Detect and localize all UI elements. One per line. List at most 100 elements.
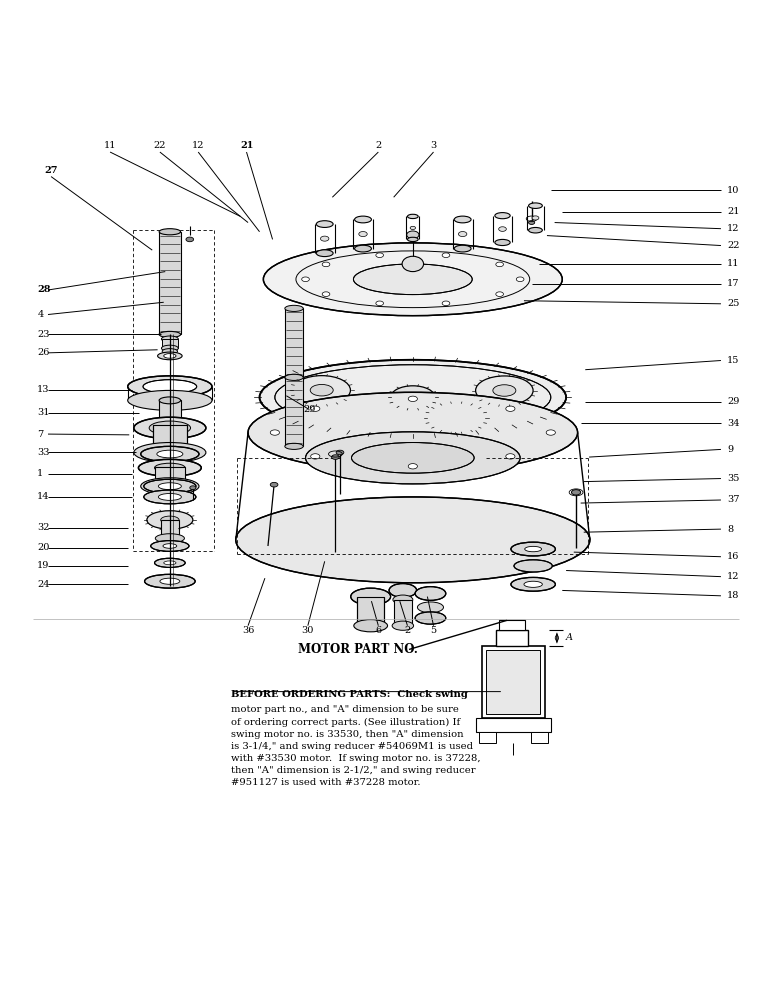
Ellipse shape — [285, 374, 303, 380]
Ellipse shape — [332, 455, 339, 459]
Ellipse shape — [293, 376, 350, 405]
Text: 25: 25 — [727, 299, 740, 308]
Ellipse shape — [546, 430, 555, 435]
Ellipse shape — [499, 227, 506, 231]
Ellipse shape — [302, 277, 310, 282]
Text: 32: 32 — [37, 523, 49, 532]
Ellipse shape — [408, 396, 418, 402]
Text: 16: 16 — [727, 552, 740, 561]
Ellipse shape — [159, 397, 181, 404]
Ellipse shape — [285, 374, 303, 380]
Ellipse shape — [511, 542, 555, 556]
Text: 18: 18 — [727, 591, 740, 600]
Ellipse shape — [506, 406, 515, 411]
Ellipse shape — [141, 478, 199, 495]
Ellipse shape — [407, 231, 419, 239]
Text: 31: 31 — [37, 408, 49, 417]
Text: 9: 9 — [727, 445, 733, 454]
Text: 30: 30 — [302, 626, 314, 635]
Ellipse shape — [351, 443, 474, 473]
Ellipse shape — [496, 262, 503, 267]
Text: 3: 3 — [431, 141, 437, 150]
Text: 21: 21 — [240, 141, 253, 150]
Ellipse shape — [336, 450, 344, 455]
Ellipse shape — [529, 227, 543, 233]
Text: 28: 28 — [37, 285, 51, 294]
Ellipse shape — [144, 574, 195, 588]
Text: 17: 17 — [727, 279, 740, 288]
Text: 12: 12 — [192, 141, 205, 150]
Bar — [496, 630, 528, 646]
Ellipse shape — [408, 464, 418, 469]
Ellipse shape — [410, 226, 415, 230]
Ellipse shape — [162, 349, 178, 354]
Ellipse shape — [514, 560, 552, 572]
Ellipse shape — [391, 386, 435, 409]
Ellipse shape — [392, 621, 414, 630]
Bar — [357, 597, 384, 626]
Ellipse shape — [157, 450, 183, 458]
Text: 29: 29 — [303, 405, 316, 414]
Text: 24: 24 — [37, 580, 49, 589]
Bar — [394, 600, 412, 626]
Bar — [479, 732, 496, 743]
Ellipse shape — [445, 412, 468, 424]
Ellipse shape — [134, 443, 206, 462]
Ellipse shape — [164, 354, 176, 358]
Ellipse shape — [428, 403, 485, 432]
Ellipse shape — [158, 493, 181, 500]
Ellipse shape — [511, 577, 555, 591]
Ellipse shape — [402, 256, 424, 272]
Bar — [285, 308, 303, 377]
Ellipse shape — [525, 546, 542, 552]
Ellipse shape — [190, 486, 196, 490]
Bar — [162, 339, 178, 348]
Text: 23: 23 — [37, 330, 49, 339]
Ellipse shape — [408, 237, 418, 242]
Text: 37: 37 — [727, 495, 740, 504]
Ellipse shape — [127, 376, 212, 397]
Ellipse shape — [151, 541, 189, 551]
Ellipse shape — [149, 421, 191, 435]
Ellipse shape — [164, 561, 176, 565]
Ellipse shape — [235, 497, 590, 583]
Text: 1: 1 — [37, 469, 43, 478]
Ellipse shape — [161, 336, 178, 342]
Ellipse shape — [454, 216, 471, 223]
Text: 22: 22 — [154, 141, 166, 150]
Ellipse shape — [376, 301, 384, 306]
Text: 36: 36 — [242, 626, 254, 635]
Ellipse shape — [154, 558, 185, 567]
Bar — [154, 467, 185, 486]
Ellipse shape — [163, 544, 177, 548]
Ellipse shape — [529, 203, 543, 208]
Bar — [153, 425, 187, 452]
Ellipse shape — [495, 239, 510, 246]
Ellipse shape — [524, 581, 543, 587]
Ellipse shape — [442, 253, 450, 258]
Ellipse shape — [161, 345, 178, 351]
Ellipse shape — [160, 578, 180, 584]
Ellipse shape — [418, 602, 443, 613]
Ellipse shape — [415, 587, 445, 600]
Text: 27: 27 — [44, 166, 58, 175]
Text: 2: 2 — [405, 626, 411, 635]
Bar — [499, 620, 525, 630]
Ellipse shape — [532, 216, 539, 220]
Ellipse shape — [141, 446, 199, 462]
Text: 33: 33 — [37, 448, 49, 457]
Ellipse shape — [275, 365, 550, 430]
Text: 7: 7 — [37, 430, 43, 439]
Text: 35: 35 — [727, 474, 740, 483]
Text: MOTOR PART NO.: MOTOR PART NO. — [298, 643, 418, 656]
Text: 14: 14 — [37, 492, 49, 501]
Ellipse shape — [442, 301, 450, 306]
Ellipse shape — [317, 221, 333, 227]
Bar — [159, 400, 181, 422]
Bar — [285, 377, 303, 446]
Bar — [482, 646, 545, 718]
Ellipse shape — [154, 463, 185, 472]
Ellipse shape — [389, 584, 417, 597]
Ellipse shape — [317, 250, 333, 257]
Ellipse shape — [306, 432, 520, 484]
